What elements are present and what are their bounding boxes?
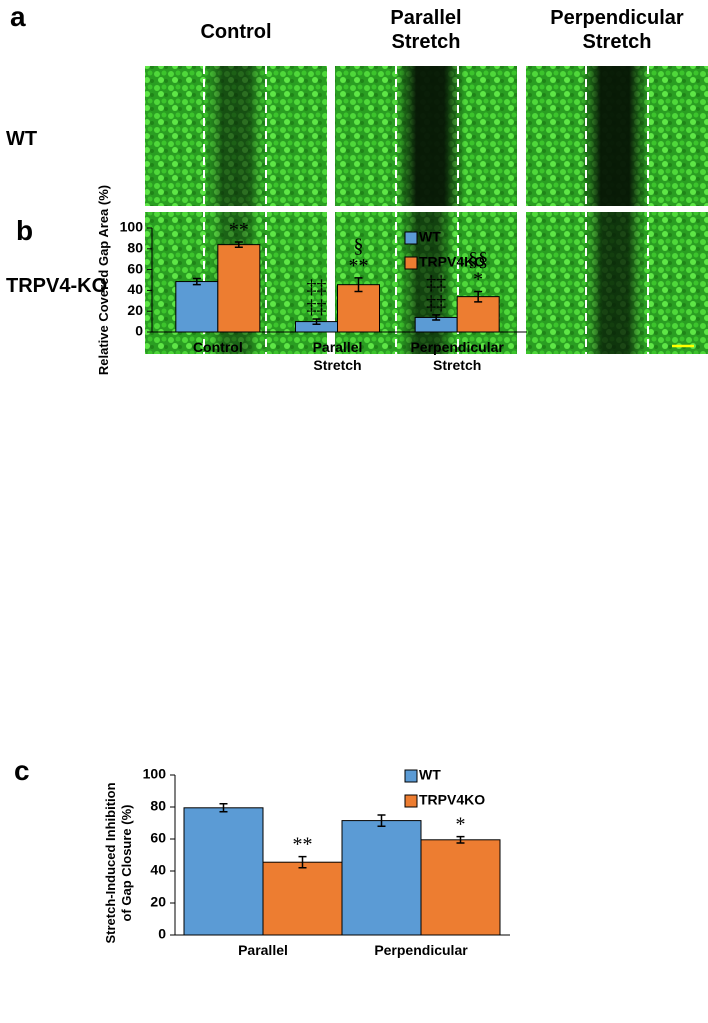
- error-bar: [192, 277, 201, 286]
- row-header: TRPV4-KO: [6, 275, 107, 297]
- bar: [175, 281, 219, 333]
- y-tick-label: 60: [127, 260, 143, 276]
- x-tick-label: Control: [193, 339, 243, 355]
- panel-label: c: [14, 755, 30, 786]
- y-tick-label: 60: [150, 830, 166, 846]
- error-bar: [298, 855, 307, 869]
- bar: [341, 820, 422, 936]
- y-tick-label: 40: [127, 281, 143, 297]
- error-bar: [354, 277, 363, 293]
- bar: [420, 839, 501, 936]
- y-axis-label: Relative Covered Gap Area (%): [96, 185, 111, 375]
- legend-label: WT: [419, 767, 441, 783]
- error-bar: [432, 314, 441, 321]
- error-bar: [474, 290, 483, 303]
- x-tick-label: Perpendicular Stretch: [410, 339, 504, 373]
- x-tick-label: Parallel: [238, 942, 288, 958]
- x-tick-label: Perpendicular: [374, 942, 468, 958]
- y-tick-label: 20: [127, 302, 143, 318]
- legend-label: WT: [419, 229, 441, 245]
- bar: [262, 861, 343, 936]
- error-bar: [234, 241, 243, 248]
- significance: ‡‡ ‡‡: [307, 276, 327, 318]
- y-tick-label: 0: [158, 926, 166, 942]
- column-header: Perpendicular Stretch: [550, 7, 684, 53]
- y-tick-label: 80: [127, 240, 143, 256]
- significance: *: [456, 814, 466, 836]
- significance: ‡‡ ‡‡: [426, 272, 446, 314]
- significance: **: [293, 834, 313, 856]
- y-tick-label: 40: [150, 862, 166, 878]
- error-bar: [377, 814, 386, 827]
- legend-label: TRPV4KO: [419, 792, 485, 808]
- y-tick-label: 100: [120, 219, 144, 235]
- y-tick-label: 20: [150, 894, 166, 910]
- legend-swatch: [404, 256, 418, 270]
- legend-swatch: [404, 769, 418, 783]
- y-axis-label: Stretch-Induced Inhibitionof Gap Closure…: [103, 782, 134, 943]
- significance: **: [229, 219, 249, 241]
- legend-swatch: [404, 794, 418, 808]
- significance: § **: [349, 235, 369, 277]
- row-header: WT: [6, 128, 37, 150]
- legend-label: TRPV4KO: [419, 254, 485, 270]
- y-tick-label: 0: [135, 323, 143, 339]
- error-bar: [456, 835, 465, 844]
- bar: [337, 284, 380, 333]
- legend-swatch: [404, 231, 418, 245]
- error-bar: [219, 803, 228, 813]
- bar: [217, 244, 261, 333]
- column-header: Control: [200, 21, 271, 43]
- panel-label: a: [10, 1, 26, 32]
- error-bar: [312, 318, 321, 325]
- bar: [183, 807, 264, 936]
- y-tick-label: 100: [143, 766, 167, 782]
- panel-label: b: [16, 215, 33, 246]
- y-tick-label: 80: [150, 798, 166, 814]
- significance: §§ *: [468, 248, 488, 290]
- x-tick-label: Parallel Stretch: [313, 339, 363, 373]
- column-header: Parallel Stretch: [390, 7, 461, 53]
